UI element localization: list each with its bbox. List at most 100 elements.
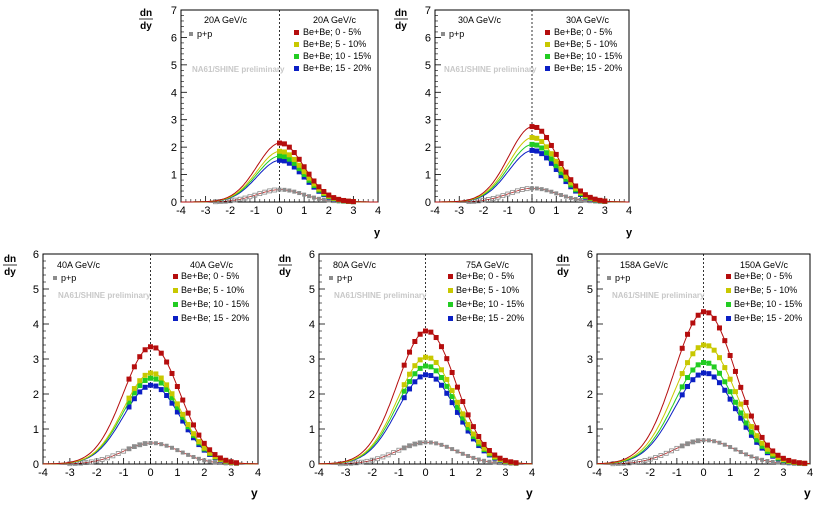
data-point-p-p: [466, 453, 471, 458]
pp-energy-label: 30A GeV/c: [458, 15, 502, 25]
data-point-reflected-p-p: [385, 452, 391, 458]
data-point-be-be-10-15: [732, 399, 738, 405]
data-point-be-be-10-15: [433, 368, 439, 374]
data-point-p-p: [583, 198, 588, 203]
data-point-be-be-0-5: [148, 344, 153, 350]
data-point-be-be-10-15: [158, 380, 164, 386]
pp-legend-marker: [329, 276, 333, 280]
data-point-be-be-10-15: [438, 375, 444, 381]
data-point-reflected-p-p: [524, 186, 530, 192]
data-point-be-be-0-5: [539, 128, 545, 134]
data-point-p-p: [776, 460, 781, 465]
data-point-be-be-15-20: [748, 432, 754, 438]
data-point-be-be-0-5: [592, 196, 598, 202]
data-point-be-be-5-10: [142, 372, 148, 378]
data-point-reflected-p-p: [257, 191, 263, 197]
x-tick-label: -2: [645, 467, 655, 479]
data-point-be-be-0-5: [336, 196, 342, 202]
data-point-be-be-0-5: [433, 335, 439, 341]
data-point-be-be-5-10: [417, 357, 423, 363]
y-tick-label: 5: [587, 284, 593, 296]
data-point-be-be-10-15: [291, 160, 297, 166]
legend-label-10-15: Be+Be; 10 - 15%: [181, 299, 249, 309]
data-point-p-p: [460, 451, 465, 456]
data-point-reflected-p-p: [369, 457, 375, 463]
data-point-reflected-p-p: [485, 197, 491, 202]
data-point-p-p: [326, 198, 331, 203]
x-tick-label: 0: [529, 205, 535, 217]
data-point-be-be-10-15: [563, 176, 569, 182]
data-point-be-be-0-5: [738, 384, 744, 390]
data-point-be-be-5-10: [180, 411, 186, 417]
data-point-p-p: [218, 460, 223, 465]
data-point-be-be-5-10: [207, 450, 213, 456]
data-point-be-be-5-10: [164, 382, 170, 388]
y-tick-label: 6: [33, 249, 39, 261]
data-point-be-be-5-10: [454, 399, 460, 405]
data-point-be-be-10-15: [743, 420, 749, 426]
legend-marker-5-10: [545, 42, 550, 47]
x-tick-label: -1: [503, 205, 513, 217]
data-point-be-be-5-10: [465, 422, 471, 428]
data-point-p-p: [143, 441, 148, 446]
data-point-be-be-10-15: [169, 395, 175, 401]
data-point-be-be-15-20: [164, 393, 170, 399]
data-point-reflected-p-p: [407, 443, 412, 449]
data-point-be-be-5-10: [706, 343, 712, 349]
data-point-be-be-0-5: [759, 434, 765, 440]
data-point-p-p: [412, 442, 417, 447]
data-point-p-p: [180, 450, 185, 455]
data-point-be-be-0-5: [513, 460, 519, 466]
data-point-reflected-p-p: [401, 445, 407, 451]
data-point-reflected-p-p: [679, 443, 685, 449]
data-point-be-be-0-5: [169, 370, 175, 376]
legend-marker-0-5: [294, 30, 299, 35]
pp-energy-label: 158A GeV/c: [620, 260, 669, 270]
x-tick-label: -1: [394, 467, 404, 479]
data-point-p-p: [559, 193, 564, 198]
data-point-be-be-0-5: [438, 344, 444, 350]
data-point-p-p: [287, 188, 292, 193]
x-tick-label: 1: [553, 205, 559, 217]
data-point-reflected-p-p: [417, 440, 423, 446]
data-point-p-p: [277, 187, 282, 192]
data-point-reflected-p-p: [110, 453, 116, 459]
legend-label-0-5: Be+Be; 0 - 5%: [734, 271, 792, 281]
data-point-be-be-0-5: [407, 349, 413, 355]
data-point-be-be-0-5: [311, 178, 317, 184]
data-point-reflected-p-p: [137, 442, 143, 448]
legend-label-10-15: Be+Be; 10 - 15%: [734, 299, 802, 309]
data-point-reflected-p-p: [685, 441, 690, 447]
data-point-be-be-15-20: [423, 372, 428, 378]
data-point-be-be-0-5: [174, 384, 180, 390]
data-point-be-be-0-5: [582, 192, 588, 198]
data-point-reflected-p-p: [131, 444, 137, 449]
data-point-be-be-5-10: [291, 156, 297, 162]
data-point-be-be-0-5: [126, 376, 132, 382]
data-point-be-be-0-5: [449, 369, 455, 375]
data-point-p-p: [450, 447, 455, 452]
data-point-be-be-15-20: [277, 157, 282, 163]
data-point-be-be-10-15: [148, 375, 153, 381]
data-point-be-be-10-15: [695, 362, 701, 368]
data-point-be-be-0-5: [701, 309, 706, 315]
x-tick-label: -4: [314, 467, 324, 479]
data-point-reflected-p-p: [495, 194, 501, 200]
data-point-reflected-p-p: [610, 461, 616, 467]
panel-80A: 0 1 2 3 4 5 6 -4 -3 -2 -1 0 1 2 3 4 dn dy y 80A GeV/c 7…: [278, 249, 535, 500]
data-point-be-be-10-15: [407, 379, 413, 385]
data-point-p-p: [302, 192, 307, 197]
data-point-be-be-0-5: [802, 460, 808, 466]
data-point-be-be-15-20: [553, 166, 559, 172]
data-point-reflected-p-p: [121, 448, 127, 454]
data-point-be-be-0-5: [716, 325, 722, 331]
legend-marker-10-15: [448, 302, 453, 307]
data-point-be-be-15-20: [695, 372, 701, 378]
data-point-p-p: [738, 450, 743, 455]
data-point-be-be-10-15: [722, 379, 728, 385]
data-point-be-be-5-10: [401, 382, 407, 388]
x-axis-title: y: [251, 486, 258, 500]
data-point-be-be-0-5: [201, 440, 207, 446]
data-point-be-be-15-20: [153, 383, 159, 389]
